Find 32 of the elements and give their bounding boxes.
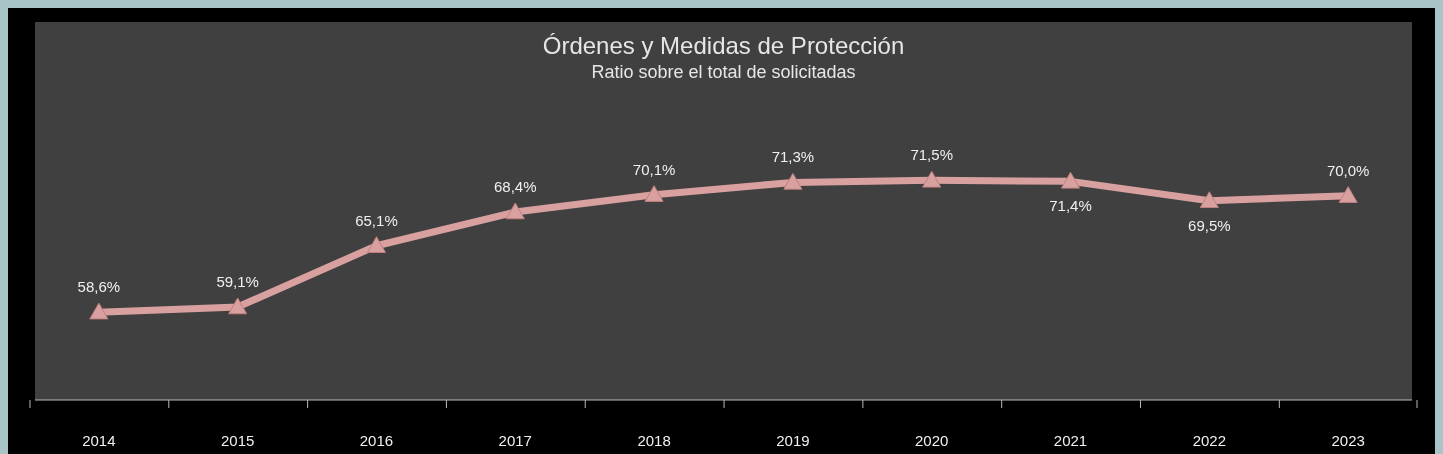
data-label: 71,3% [771, 148, 815, 166]
x-tick-label: 2014 [82, 432, 116, 449]
point [89, 302, 109, 320]
x-tick-label: 2023 [1331, 432, 1365, 449]
point [1061, 171, 1081, 189]
text: Ratio sobre el total de solicitadas [590, 62, 857, 83]
text: Órdenes y Medidas de Protección [541, 32, 906, 60]
point [505, 202, 525, 220]
point [644, 185, 664, 202]
data-label: 59,1% [216, 273, 259, 291]
x-tick-label: 2021 [1053, 432, 1088, 449]
point [783, 172, 803, 190]
data-label: 65,1% [355, 211, 398, 229]
data-label: 58,6% [77, 278, 121, 296]
data-label: 69,5% [1188, 216, 1231, 234]
point [922, 170, 942, 188]
x-tick-label: 2016 [359, 432, 394, 449]
x-tick-label: 2015 [220, 432, 255, 449]
x-tick-label: 2020 [915, 432, 949, 449]
point [366, 236, 386, 253]
x-tick-label: 2022 [1192, 432, 1227, 449]
data-label: 71,5% [910, 146, 953, 164]
data-label: 68,4% [494, 178, 537, 196]
data-label: 70,0% [1326, 161, 1370, 179]
point [1338, 186, 1358, 203]
x-tick-label: 2017 [498, 432, 532, 449]
x-tick-label: 2018 [637, 432, 671, 449]
data-label: 70,1% [632, 160, 676, 178]
data-label: 71,4% [1049, 197, 1092, 215]
point [228, 297, 248, 315]
x-tick-label: 2019 [776, 432, 810, 449]
point [1199, 191, 1219, 209]
